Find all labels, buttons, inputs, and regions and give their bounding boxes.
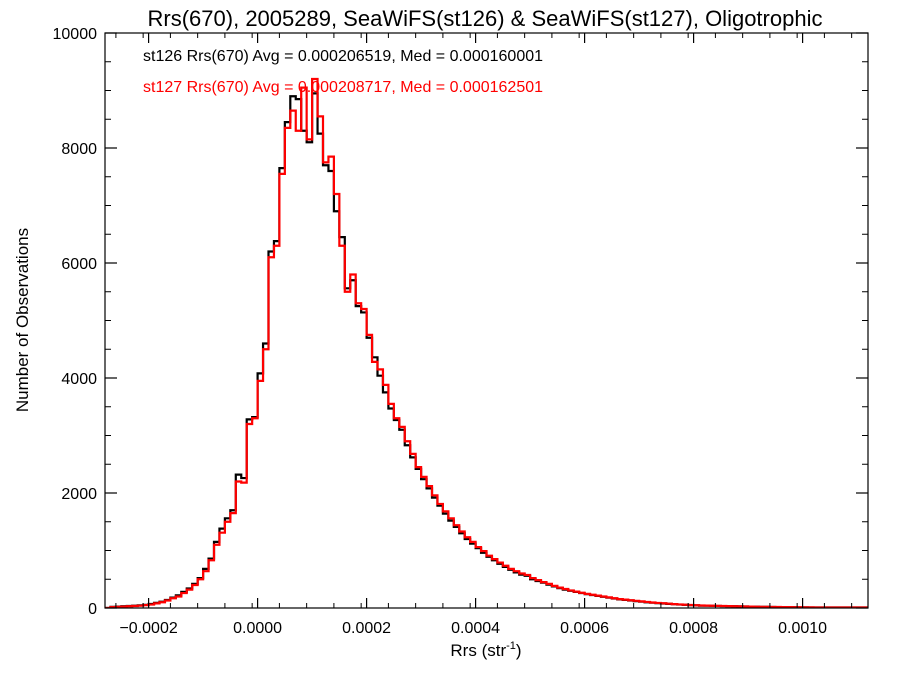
x-axis-label-superscript: -1 [506,640,516,652]
x-tick-label: 0.0002 [342,620,391,637]
plot-frame [104,32,869,609]
x-tick-label: −0.0002 [119,620,177,637]
annotation-st126: st126 Rrs(670) Avg = 0.000206519, Med = … [143,48,543,65]
y-tick-label: 4000 [61,371,97,388]
y-tick-label: 6000 [61,256,97,273]
y-tick-label: 0 [88,601,97,618]
x-tick-label: 0.0010 [778,620,827,637]
chart-title: Rrs(670), 2005289, SeaWiFS(st126) & SeaW… [148,6,823,31]
x-tick-label: 0.0006 [560,620,609,637]
y-tick-label: 8000 [61,141,97,158]
annotation-st127: st127 Rrs(670) Avg = 0.000208717, Med = … [143,79,543,96]
y-axis-label: Number of Observations [13,228,32,412]
x-tick-label: 0.0004 [451,620,500,637]
x-axis-label: Rrs (str-1) [450,640,521,660]
x-tick-label: 0.0008 [669,620,718,637]
x-axis-label-close: ) [516,641,522,660]
x-tick-label: 0.0000 [233,620,282,637]
series-st127-line [105,77,868,608]
series-st126-line [105,92,868,608]
y-tick-label: 10000 [53,26,98,43]
y-tick-label: 2000 [61,486,97,503]
x-axis-label-main: Rrs (str [450,641,506,660]
